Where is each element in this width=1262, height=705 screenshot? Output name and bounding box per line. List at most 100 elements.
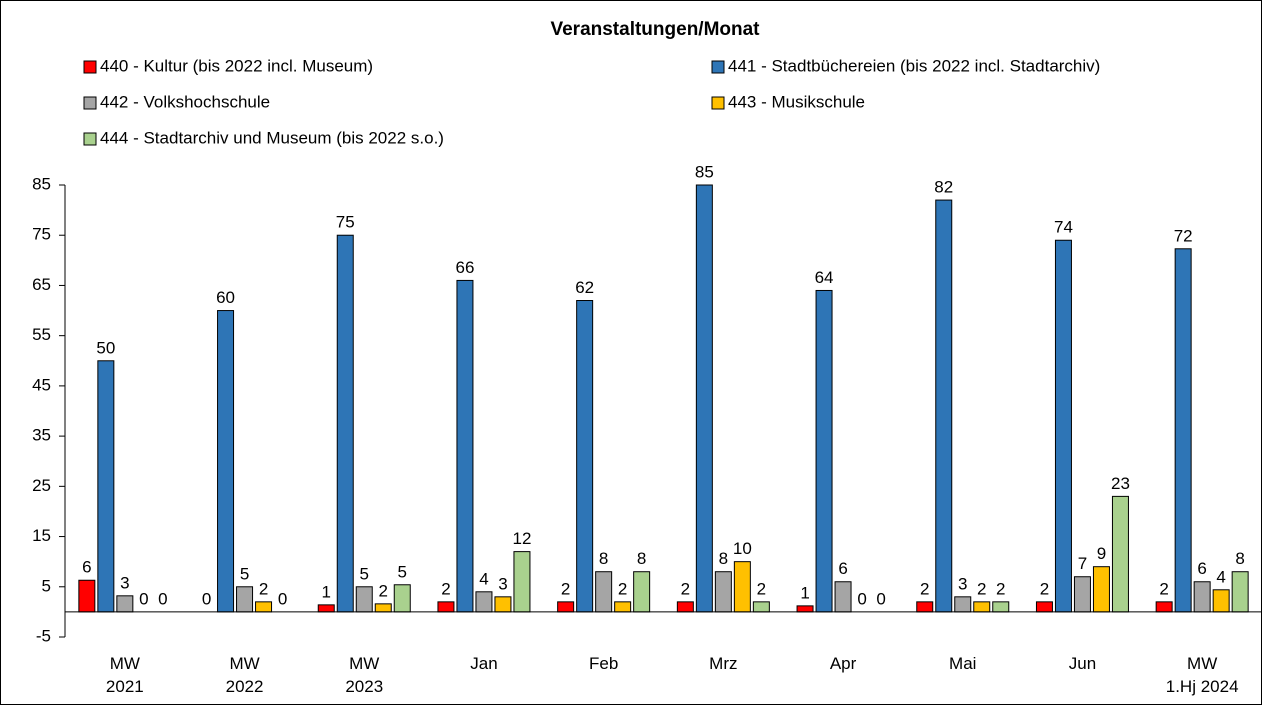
- x-tick-label-line: 2022: [226, 677, 264, 696]
- x-tick-label-line: Feb: [589, 654, 618, 673]
- data-label: 0: [139, 589, 148, 608]
- y-tick-label: 85: [32, 174, 51, 193]
- y-tick-label: 65: [32, 275, 51, 294]
- legend-swatch: [711, 60, 725, 74]
- bar: [714, 571, 732, 613]
- bar: [834, 581, 852, 613]
- data-label: 6: [838, 559, 847, 578]
- data-label: 1: [322, 582, 331, 601]
- bar: [633, 571, 651, 613]
- data-label: 8: [719, 549, 728, 568]
- data-label: 6: [1197, 559, 1206, 578]
- bar: [513, 551, 531, 613]
- y-tick-label: 25: [32, 476, 51, 495]
- bar: [1035, 601, 1053, 613]
- data-label: 12: [512, 529, 531, 548]
- data-label: 5: [398, 562, 407, 581]
- x-tick-label-line: MW: [110, 654, 140, 673]
- legend-swatch: [83, 132, 97, 146]
- bar: [1174, 248, 1192, 613]
- data-label: 5: [360, 564, 369, 583]
- data-label: 6: [82, 558, 91, 577]
- bar: [1155, 601, 1173, 613]
- x-tick-label: Jun: [1069, 654, 1096, 673]
- bar: [236, 586, 254, 613]
- bar: [336, 234, 354, 613]
- bar: [475, 591, 493, 613]
- bar: [456, 279, 474, 613]
- bar: [557, 601, 575, 613]
- bar: [494, 596, 512, 613]
- bar: [437, 601, 455, 613]
- data-label: 8: [1235, 549, 1244, 568]
- bar: [954, 596, 972, 613]
- data-label: 3: [958, 574, 967, 593]
- x-tick-label-line: Jan: [470, 654, 497, 673]
- x-tick-label-line: 2023: [345, 677, 383, 696]
- bar: [752, 601, 770, 613]
- x-tick-label-line: MW: [1187, 654, 1217, 673]
- data-label: 3: [120, 573, 129, 592]
- legend-label: 440 - Kultur (bis 2022 incl. Museum): [100, 56, 373, 75]
- data-label: 64: [815, 268, 834, 287]
- legend-swatch: [711, 96, 725, 110]
- x-tick-label: Feb: [589, 654, 618, 673]
- bar: [1092, 566, 1110, 613]
- data-label: 8: [599, 549, 608, 568]
- data-label: 50: [96, 338, 115, 357]
- data-label: 23: [1111, 474, 1130, 493]
- data-label: 2: [441, 579, 450, 598]
- bar: [595, 571, 613, 613]
- y-tick-label: 55: [32, 325, 51, 344]
- data-label: 2: [1040, 579, 1049, 598]
- y-tick-label: 35: [32, 426, 51, 445]
- data-label: 2: [561, 579, 570, 598]
- data-label: 0: [202, 589, 211, 608]
- data-label: 9: [1097, 544, 1106, 563]
- bar: [614, 601, 632, 613]
- data-label: 0: [158, 589, 167, 608]
- y-tick-label: 15: [32, 526, 51, 545]
- data-label: 2: [977, 579, 986, 598]
- data-label: 7: [1078, 554, 1087, 573]
- data-label: 75: [336, 213, 355, 232]
- legend-swatch: [83, 96, 97, 110]
- bar: [393, 584, 411, 613]
- data-label: 2: [920, 579, 929, 598]
- data-label: 4: [479, 569, 488, 588]
- bar: [916, 601, 934, 613]
- x-tick-label: MW 2021: [106, 654, 144, 696]
- bar: [1054, 239, 1072, 613]
- data-label: 2: [1159, 579, 1168, 598]
- y-tick-label: 75: [32, 225, 51, 244]
- bar: [355, 586, 373, 613]
- bar: [992, 601, 1010, 613]
- bar: [97, 360, 115, 613]
- data-label: 2: [996, 579, 1005, 598]
- bar: [374, 603, 392, 613]
- data-label: 66: [455, 258, 474, 277]
- data-label: 0: [857, 589, 866, 608]
- y-tick-label: 5: [42, 576, 51, 595]
- legend-swatch: [83, 60, 97, 74]
- bar: [255, 601, 273, 613]
- data-label: 85: [695, 162, 714, 181]
- bar: [973, 601, 991, 613]
- bar: [217, 310, 235, 613]
- bar: [815, 289, 833, 613]
- x-tick-label-line: Jun: [1069, 654, 1096, 673]
- bar: [1193, 581, 1211, 613]
- data-label: 4: [1216, 567, 1225, 586]
- data-label: 0: [278, 589, 287, 608]
- bar: [676, 601, 694, 613]
- data-label: 8: [637, 549, 646, 568]
- bar: [317, 604, 335, 613]
- x-tick-label: Apr: [830, 654, 857, 673]
- bar: [1212, 589, 1230, 613]
- chart-title: Veranstaltungen/Monat: [550, 19, 760, 40]
- bar: [695, 184, 713, 613]
- x-tick-label-line: 2021: [106, 677, 144, 696]
- bar: [1111, 495, 1129, 613]
- x-tick-label: MW 1.Hj 2024: [1166, 654, 1239, 696]
- data-label: 1: [800, 583, 809, 602]
